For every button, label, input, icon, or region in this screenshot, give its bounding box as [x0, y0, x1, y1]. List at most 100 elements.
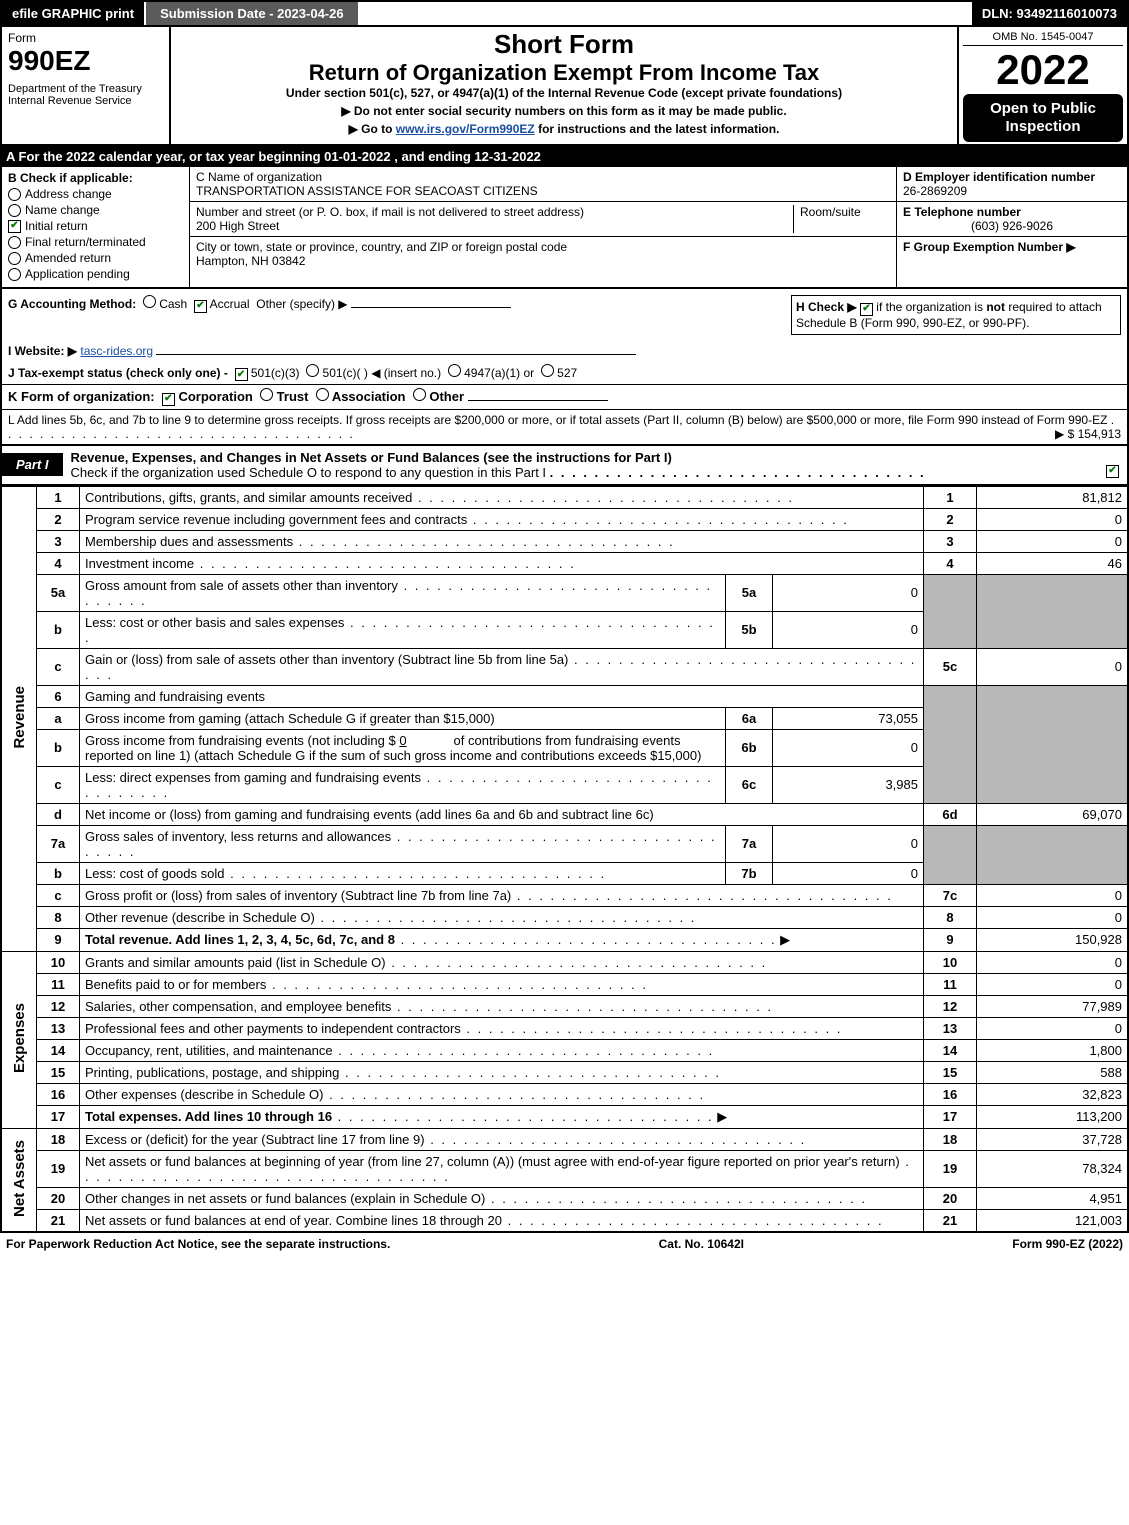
line-value: 150,928 — [977, 928, 1129, 951]
ssn-warning: ▶ Do not enter social security numbers o… — [175, 104, 953, 118]
line-value: 37,728 — [977, 1128, 1129, 1150]
street-value: 200 High Street — [196, 219, 793, 233]
grey-cell — [977, 825, 1129, 884]
line-desc: Gross sales of inventory, less returns a… — [80, 825, 726, 862]
cb-label: Address change — [25, 187, 112, 201]
room-label: Room/suite — [793, 205, 890, 233]
cb-amended-return[interactable]: Amended return — [8, 251, 183, 265]
cb-cash[interactable] — [143, 295, 156, 308]
group-exempt-block: F Group Exemption Number ▶ — [897, 237, 1127, 257]
line-ref: 18 — [924, 1128, 977, 1150]
expenses-label: Expenses — [1, 951, 37, 1128]
ein-label: D Employer identification number — [903, 170, 1121, 184]
col-c-org: C Name of organization TRANSPORTATION AS… — [190, 167, 897, 287]
ein-block: D Employer identification number 26-2869… — [897, 167, 1127, 202]
line-ref: 2 — [924, 508, 977, 530]
line-ref: 6d — [924, 803, 977, 825]
cb-label: Application pending — [25, 267, 130, 281]
b-label: B Check if applicable: — [8, 171, 183, 185]
line-num: c — [37, 766, 80, 803]
k-label: K Form of organization: — [8, 389, 155, 404]
table-row: 4 Investment income 4 46 — [1, 552, 1128, 574]
line-ref: 10 — [924, 951, 977, 973]
cb-name-change[interactable]: Name change — [8, 203, 183, 217]
line-desc: Occupancy, rent, utilities, and maintena… — [80, 1039, 924, 1061]
table-row: 5a Gross amount from sale of assets othe… — [1, 574, 1128, 611]
row-j-tax-status: J Tax-exempt status (check only one) - 5… — [0, 361, 1129, 385]
subline-ref: 7a — [726, 825, 773, 862]
revenue-label: Revenue — [1, 486, 37, 951]
line-num: c — [37, 884, 80, 906]
cb-other[interactable] — [413, 388, 426, 401]
cb-address-change[interactable]: Address change — [8, 187, 183, 201]
line-ref: 13 — [924, 1017, 977, 1039]
cb-assoc[interactable] — [316, 388, 329, 401]
line-value: 32,823 — [977, 1083, 1129, 1105]
line-ref: 21 — [924, 1209, 977, 1232]
city-label: City or town, state or province, country… — [196, 240, 890, 254]
cb-h[interactable] — [860, 303, 873, 316]
row-i-website: I Website: ▶ tasc-rides.org — [0, 341, 1129, 361]
cb-label: Initial return — [25, 219, 88, 233]
line-desc: Net income or (loss) from gaming and fun… — [80, 803, 924, 825]
subline-value: 3,985 — [773, 766, 924, 803]
line-num: 3 — [37, 530, 80, 552]
subline-ref: 6b — [726, 729, 773, 766]
city-value: Hampton, NH 03842 — [196, 254, 890, 268]
grey-cell — [924, 574, 977, 648]
tax-year: 2022 — [963, 46, 1123, 94]
cb-501c[interactable] — [306, 364, 319, 377]
page-footer: For Paperwork Reduction Act Notice, see … — [0, 1233, 1129, 1255]
cb-corp[interactable] — [162, 393, 175, 406]
cb-527[interactable] — [541, 364, 554, 377]
line-num: 9 — [37, 928, 80, 951]
cb-accrual[interactable] — [194, 300, 207, 313]
cb-initial-return[interactable]: Initial return — [8, 219, 183, 233]
g-accounting: G Accounting Method: Cash Accrual Other … — [8, 295, 783, 335]
line-value: 46 — [977, 552, 1129, 574]
org-name-block: C Name of organization TRANSPORTATION AS… — [190, 167, 896, 202]
line-num: b — [37, 729, 80, 766]
line-num: 11 — [37, 973, 80, 995]
table-row: 15Printing, publications, postage, and s… — [1, 1061, 1128, 1083]
cb-schedule-o[interactable] — [1106, 465, 1119, 478]
h-block: H Check ▶ if the organization is not req… — [791, 295, 1121, 335]
line-ref: 8 — [924, 906, 977, 928]
footer-left: For Paperwork Reduction Act Notice, see … — [6, 1237, 390, 1251]
line-desc: Gain or (loss) from sale of assets other… — [80, 648, 924, 685]
line-num: a — [37, 707, 80, 729]
line-value: 0 — [977, 973, 1129, 995]
line-value: 4,951 — [977, 1187, 1129, 1209]
cb-final-return[interactable]: Final return/terminated — [8, 235, 183, 249]
line-value: 0 — [977, 951, 1129, 973]
website-link[interactable]: tasc-rides.org — [80, 344, 153, 358]
line-ref: 20 — [924, 1187, 977, 1209]
table-row: 19Net assets or fund balances at beginni… — [1, 1150, 1128, 1187]
table-row: Revenue 1 Contributions, gifts, grants, … — [1, 486, 1128, 508]
subline-ref: 6a — [726, 707, 773, 729]
line-desc: Investment income — [80, 552, 924, 574]
cb-trust[interactable] — [260, 388, 273, 401]
efile-print-button[interactable]: efile GRAPHIC print — [2, 2, 146, 25]
cb-501c3[interactable] — [235, 368, 248, 381]
cb-application-pending[interactable]: Application pending — [8, 267, 183, 281]
form-label: Form — [8, 31, 163, 45]
table-row: 11Benefits paid to or for members110 — [1, 973, 1128, 995]
line-desc: Other changes in net assets or fund bala… — [80, 1187, 924, 1209]
row-l-gross: L Add lines 5b, 6c, and 7b to line 9 to … — [0, 410, 1129, 446]
line-num: 18 — [37, 1128, 80, 1150]
cb-4947[interactable] — [448, 364, 461, 377]
subline-value: 0 — [773, 611, 924, 648]
line-num: 16 — [37, 1083, 80, 1105]
part1-check-line: Check if the organization used Schedule … — [71, 465, 547, 480]
line-desc: Contributions, gifts, grants, and simila… — [80, 486, 924, 508]
ein-value: 26-2869209 — [903, 184, 1121, 198]
h-label: H Check ▶ — [796, 300, 857, 314]
irs-link[interactable]: www.irs.gov/Form990EZ — [396, 122, 535, 136]
title-return: Return of Organization Exempt From Incom… — [175, 60, 953, 86]
subline-ref: 5a — [726, 574, 773, 611]
line-num: 13 — [37, 1017, 80, 1039]
l-value: ▶ $ 154,913 — [1055, 427, 1121, 441]
table-row: 2 Program service revenue including gove… — [1, 508, 1128, 530]
line-value: 0 — [977, 530, 1129, 552]
